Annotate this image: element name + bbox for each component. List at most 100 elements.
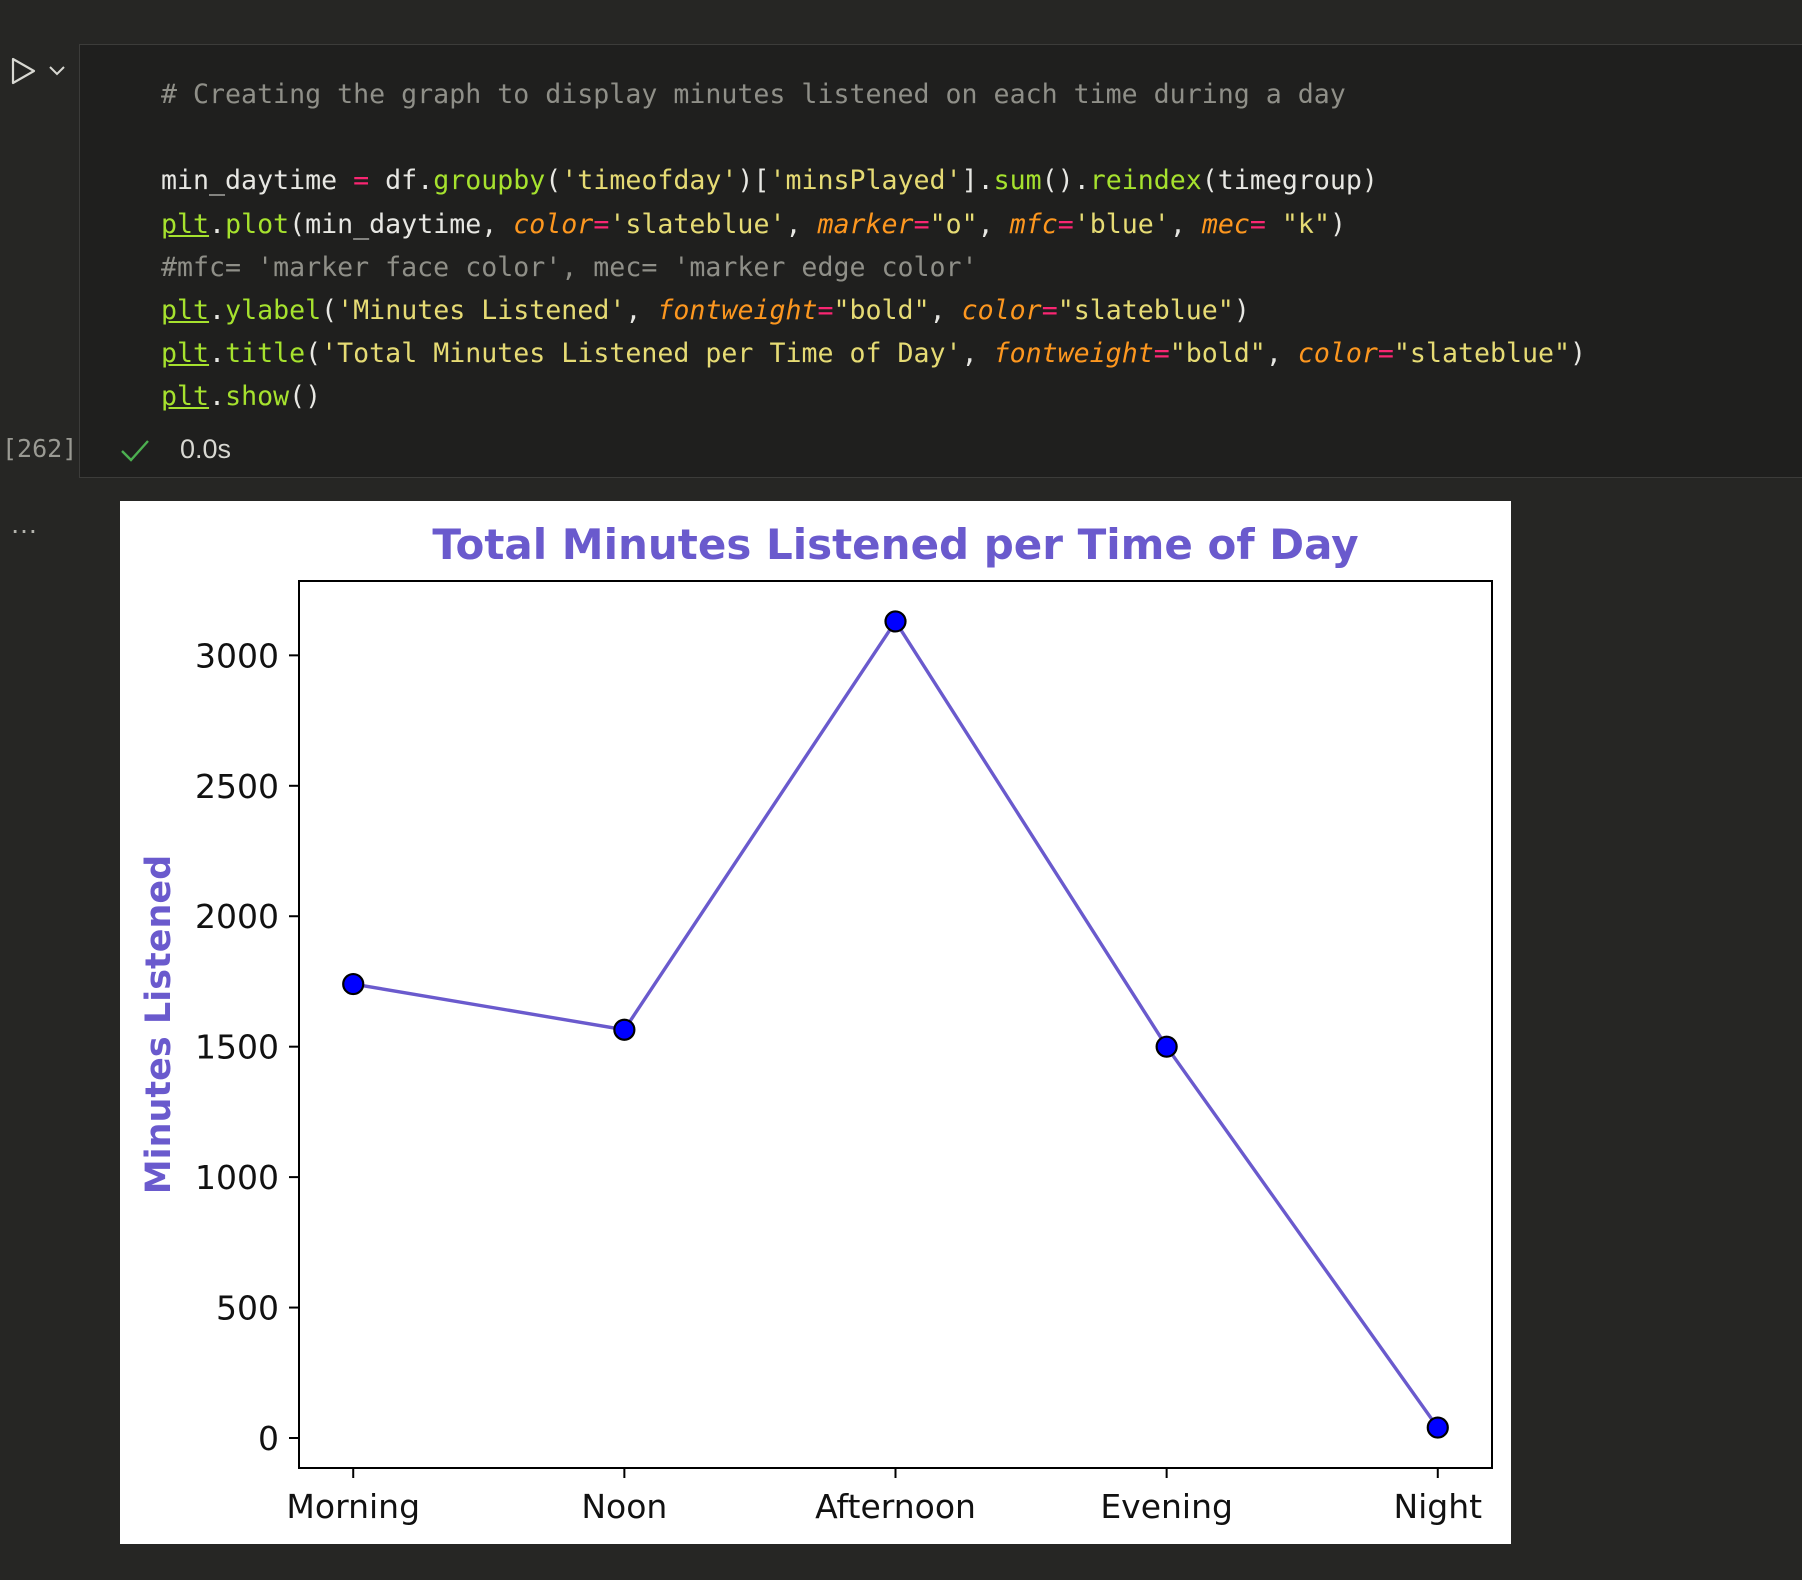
code-token: = xyxy=(1041,294,1058,326)
code-token: , xyxy=(785,208,818,240)
play-icon[interactable] xyxy=(6,54,40,88)
code-token: title xyxy=(225,338,306,370)
code-token: , xyxy=(929,294,962,326)
y-tick-label: 1500 xyxy=(195,1028,279,1067)
y-tick-label: 500 xyxy=(216,1289,279,1328)
code-token: . xyxy=(209,381,226,413)
code-token: , xyxy=(625,294,658,326)
code-token: (timegroup) xyxy=(1201,165,1378,197)
code-token: = xyxy=(593,208,610,240)
code-token: min_daytime xyxy=(161,165,354,197)
code-line: plt.show() xyxy=(161,375,1586,418)
code-token: = xyxy=(353,165,370,197)
code-token: . xyxy=(209,208,226,240)
code-token: (). xyxy=(1041,165,1090,197)
y-axis-label: Minutes Listened xyxy=(139,855,179,1194)
code-token: , xyxy=(961,338,994,370)
code-token: . xyxy=(209,294,226,326)
data-point xyxy=(1155,1035,1178,1058)
code-token: 'minsPlayed' xyxy=(769,165,962,197)
code-line: #mfc= 'marker face color', mec= 'marker … xyxy=(161,246,1586,289)
code-token: ( xyxy=(545,165,562,197)
code-token: plt xyxy=(161,381,210,413)
x-tick-label: Evening xyxy=(1100,1487,1233,1526)
code-token: = xyxy=(1153,338,1170,370)
code-token: () xyxy=(289,381,322,413)
code-line: plt.ylabel('Minutes Listened', fontweigh… xyxy=(161,289,1586,332)
code-token: )[ xyxy=(737,165,770,197)
code-token: 'slateblue' xyxy=(609,208,786,240)
code-token: # Creating the graph to display minutes … xyxy=(161,79,1346,110)
code-token: ) xyxy=(1570,338,1587,370)
plot-frame xyxy=(298,580,1493,1469)
code-token: "slateblue" xyxy=(1057,294,1234,326)
code-token: fontweight xyxy=(657,294,818,326)
chevron-down-icon[interactable] xyxy=(46,56,68,84)
code-token: reindex xyxy=(1089,165,1202,197)
code-token: df. xyxy=(369,165,434,197)
code-token: sum xyxy=(993,165,1042,197)
code-token: plot xyxy=(225,208,290,240)
code-token: groupby xyxy=(433,165,546,197)
x-tick-label: Morning xyxy=(286,1487,420,1526)
code-token: = xyxy=(913,208,930,240)
y-tick-label: 0 xyxy=(258,1419,279,1458)
code-token: 'Total Minutes Listened per Time of Day' xyxy=(321,338,962,370)
code-token: "bold" xyxy=(833,294,930,326)
code-editor[interactable]: # Creating the graph to display minutes … xyxy=(161,73,1586,419)
code-token: fontweight xyxy=(993,338,1154,370)
code-token: = xyxy=(1057,208,1074,240)
data-point xyxy=(884,610,907,633)
code-token: marker xyxy=(817,208,914,240)
code-token: . xyxy=(209,338,226,370)
x-tick-label: Noon xyxy=(581,1487,667,1526)
code-token: , xyxy=(977,208,1010,240)
code-line: plt.plot(min_daytime, color='slateblue',… xyxy=(161,203,1586,246)
series-line xyxy=(352,618,1440,1429)
code-token: "k" xyxy=(1281,208,1330,240)
y-tick-label: 2000 xyxy=(195,897,279,936)
code-token: ( xyxy=(321,294,338,326)
code-token: = xyxy=(1249,208,1282,240)
code-token: "slateblue" xyxy=(1393,338,1571,370)
code-token: (min_daytime, xyxy=(289,208,514,240)
chart-title: Total Minutes Listened per Time of Day xyxy=(432,520,1358,569)
code-token: ylabel xyxy=(225,294,322,326)
code-token: mec xyxy=(1201,208,1250,240)
plot-output: Total Minutes Listened per Time of Day Mi… xyxy=(120,501,1511,1544)
x-tick-label: Night xyxy=(1393,1487,1482,1526)
code-token: , xyxy=(1265,338,1298,370)
code-line xyxy=(161,116,1586,159)
code-token: ) xyxy=(1233,294,1250,326)
execution-count: [262] xyxy=(2,434,78,463)
code-token: "bold" xyxy=(1169,338,1266,370)
code-token: mfc xyxy=(1009,208,1058,240)
code-line: min_daytime = df.groupby('timeofday')['m… xyxy=(161,159,1586,202)
output-menu-button[interactable]: … xyxy=(10,508,40,539)
code-token: ) xyxy=(1329,208,1346,240)
y-tick-label: 1000 xyxy=(195,1158,279,1197)
y-tick-label: 3000 xyxy=(195,636,279,675)
data-point xyxy=(1426,1416,1449,1439)
code-token: show xyxy=(225,381,290,413)
code-token: = xyxy=(817,294,834,326)
code-cell[interactable]: # Creating the graph to display minutes … xyxy=(79,44,1802,478)
code-token: plt xyxy=(161,208,210,240)
line-chart: Total Minutes Listened per Time of Day Mi… xyxy=(139,520,1493,1526)
data-point xyxy=(613,1018,636,1041)
code-token: , xyxy=(1169,208,1202,240)
check-icon xyxy=(121,440,149,462)
code-token: ]. xyxy=(961,165,994,197)
code-token: = xyxy=(1377,338,1394,370)
code-token: 'timeofday' xyxy=(561,165,738,197)
code-token: 'blue' xyxy=(1073,208,1170,240)
code-line: # Creating the graph to display minutes … xyxy=(161,73,1586,116)
x-tick-label: Afternoon xyxy=(815,1487,976,1526)
data-point xyxy=(342,972,365,996)
code-token: color xyxy=(961,294,1042,326)
top-bar xyxy=(0,0,1802,44)
code-token: color xyxy=(513,208,594,240)
code-token: 'Minutes Listened' xyxy=(337,294,626,326)
execution-time: 0.0s xyxy=(180,434,232,464)
code-line: plt.title('Total Minutes Listened per Ti… xyxy=(161,332,1586,375)
